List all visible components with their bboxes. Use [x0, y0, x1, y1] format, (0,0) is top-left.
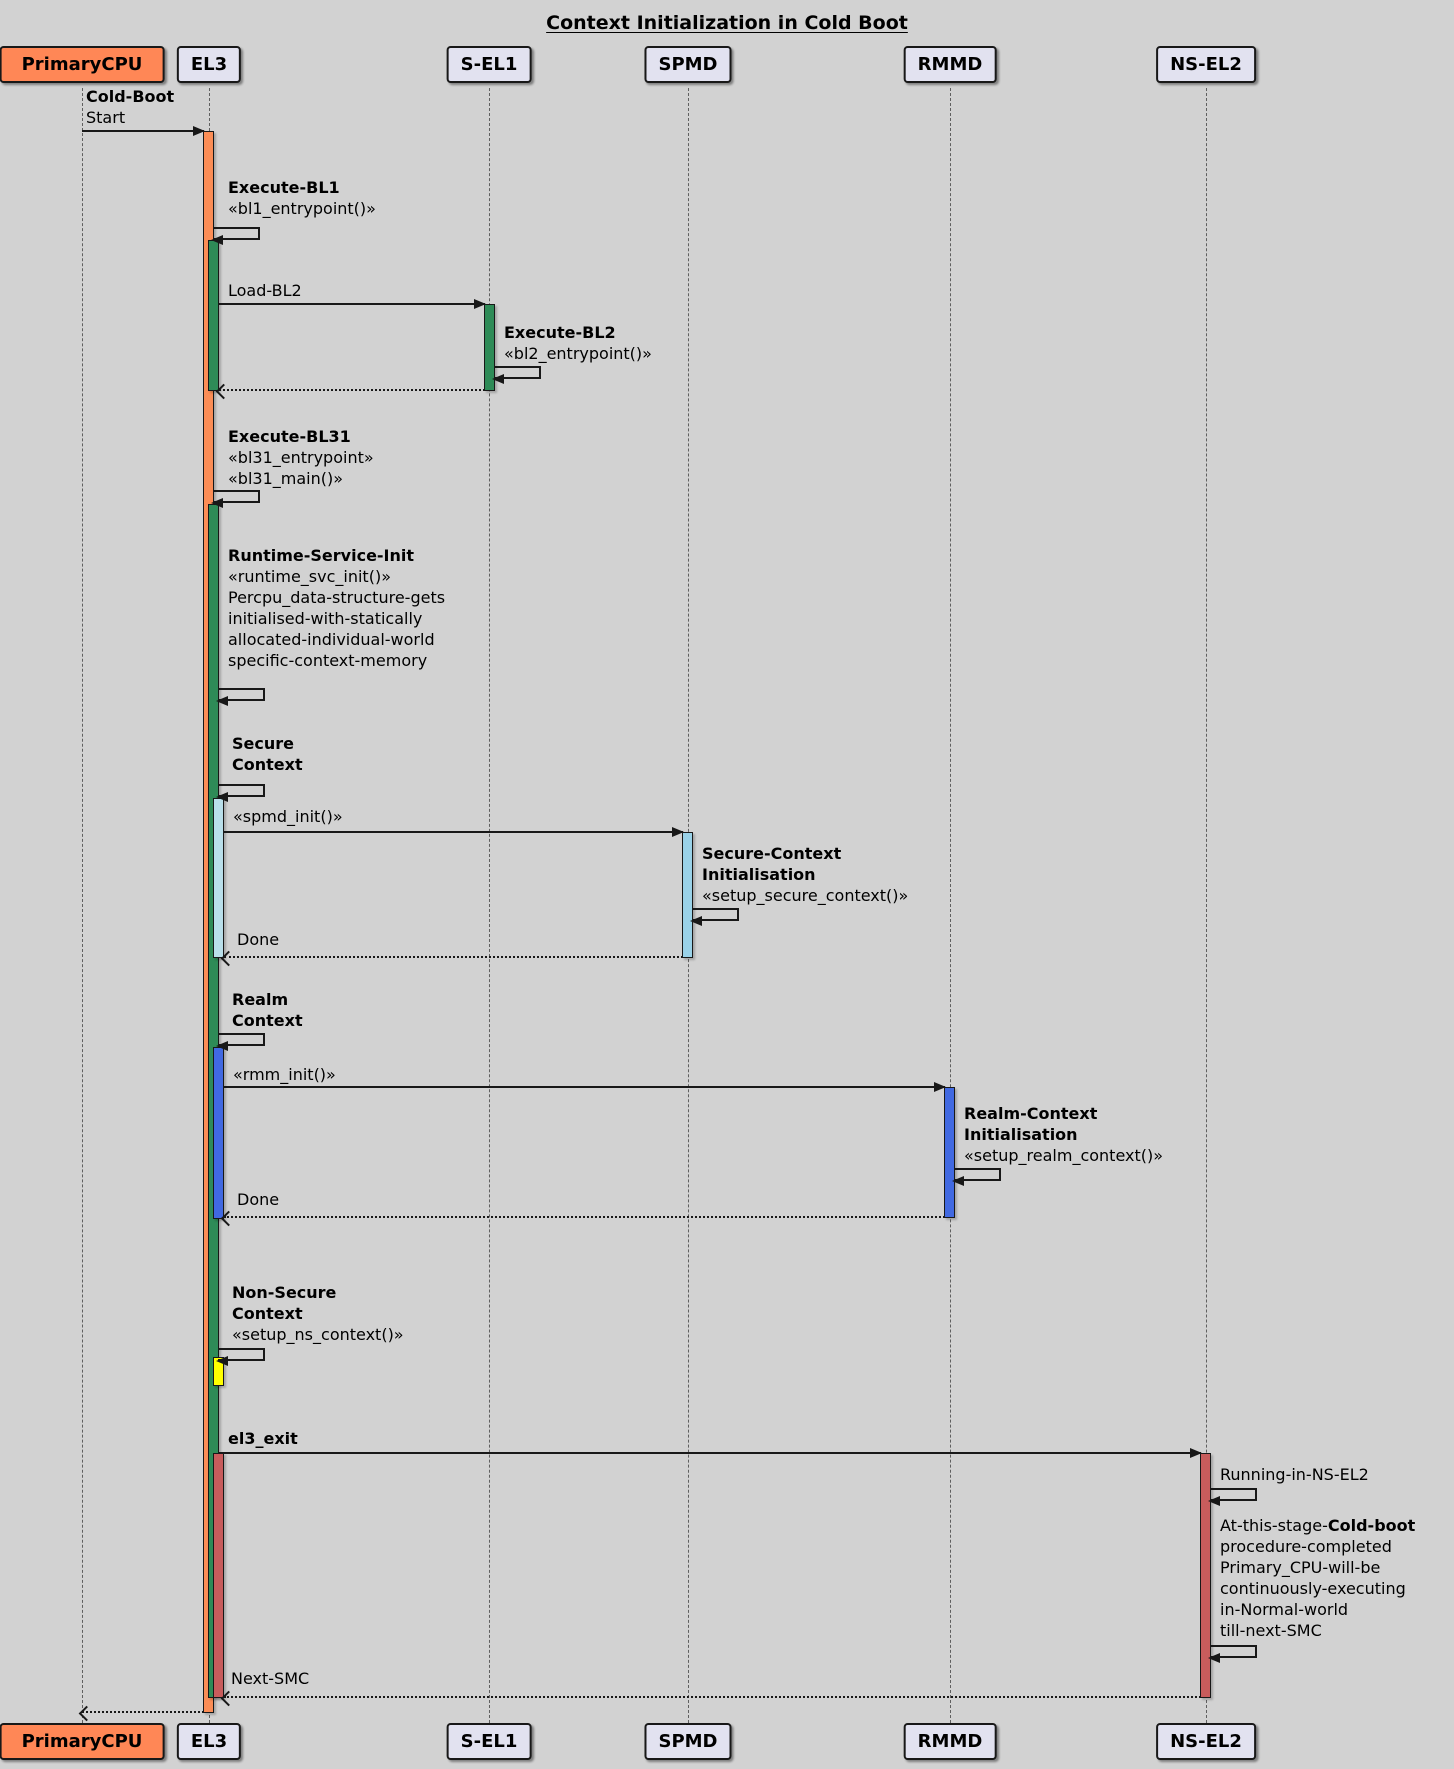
label-runtime-service-init: Runtime-Service-Init «runtime_svc_init()…: [228, 546, 446, 670]
arrow-cold-boot-start: [82, 126, 205, 136]
label-el3-exit: el3_exit: [228, 1429, 298, 1448]
label-spmd-init: «spmd_init()»: [233, 807, 343, 826]
label-secure-context-init: Secure-Context Initialisation «setup_sec…: [702, 844, 909, 905]
diagram-title: Context Initialization in Cold Boot: [546, 12, 908, 34]
selfcall-execute-bl31: [211, 490, 260, 508]
arrowhead-left-icon: [492, 374, 504, 384]
participant-bottom-sel1: S-EL1: [446, 1723, 532, 1760]
arrowhead-left-icon: [952, 1176, 964, 1186]
arrow-el3-exit: [219, 1448, 1202, 1458]
arrowhead-right-icon: [672, 827, 684, 837]
arrowhead-left-icon: [216, 1041, 228, 1051]
arrowhead-left-icon: [1208, 1653, 1220, 1663]
selfcall-runtime-service-init: [216, 688, 265, 706]
lifeline-nsel2: [1206, 88, 1207, 1723]
arrowhead-right-icon: [934, 1082, 946, 1092]
lifeline-rmmd: [950, 88, 951, 1723]
return-to-primarycpu: [78, 1705, 204, 1722]
label-done-realm: Done: [237, 1190, 280, 1209]
participant-top-rmmd: RMMD: [903, 46, 997, 83]
selfcall-realm-context-init: [952, 1168, 1001, 1186]
label-done-secure: Done: [237, 930, 280, 949]
return-done-secure: [220, 950, 683, 967]
selfcall-secure-context-init: [690, 908, 739, 926]
label-ns-context: Non-Secure Context «setup_ns_context()»: [232, 1283, 404, 1344]
arrowhead-left-icon: [211, 235, 223, 245]
participant-top-nsel2: NS-EL2: [1156, 46, 1256, 83]
return-next-smc: [220, 1690, 1201, 1707]
selfcall-ns-context: [216, 1348, 265, 1366]
participant-top-spmd: SPMD: [644, 46, 732, 83]
label-cold-boot-complete: At-this-stage-Cold-boot procedure-comple…: [1220, 1516, 1416, 1640]
activation-spmd: [682, 832, 693, 958]
selfcall-cold-boot-complete: [1208, 1645, 1257, 1663]
selfcall-execute-bl1: [211, 227, 260, 245]
arrowhead-left-icon: [690, 916, 702, 926]
label-running-ns-el2: Running-in-NS-EL2: [1220, 1465, 1369, 1484]
participant-bottom-spmd: SPMD: [644, 1723, 732, 1760]
participant-bottom-el3: EL3: [176, 1723, 242, 1760]
selfcall-running-ns-el2: [1208, 1488, 1257, 1506]
return-bl2-to-el3: [215, 383, 485, 400]
participant-top-el3: EL3: [176, 46, 242, 83]
arrowhead-right-icon: [1190, 1448, 1202, 1458]
activation-el3-ns-run: [213, 1453, 224, 1698]
lifeline-primarycpu: [82, 88, 83, 1723]
selfcall-execute-bl2: [492, 366, 541, 384]
arrowhead-left-icon: [216, 792, 228, 802]
activation-rmmd: [944, 1087, 955, 1218]
arrowhead-right-icon: [193, 126, 205, 136]
arrow-rmm-init: [224, 1082, 946, 1092]
lifeline-sel1: [489, 88, 490, 1723]
participant-top-sel1: S-EL1: [446, 46, 532, 83]
label-rmm-init: «rmm_init()»: [233, 1065, 336, 1084]
arrowhead-left-icon: [211, 498, 223, 508]
activation-el3-realm-context: [213, 1047, 224, 1219]
participant-bottom-rmmd: RMMD: [903, 1723, 997, 1760]
return-done-realm: [220, 1210, 945, 1227]
label-execute-bl31: Execute-BL31 «bl31_entrypoint» «bl31_mai…: [228, 427, 374, 488]
label-realm-context-init: Realm-Context Initialisation «setup_real…: [964, 1104, 1164, 1165]
label-execute-bl2: Execute-BL2 «bl2_entrypoint()»: [504, 323, 652, 363]
arrowhead-left-icon: [1208, 1496, 1220, 1506]
arrowhead-left-icon: [216, 1356, 228, 1366]
label-execute-bl1: Execute-BL1 «bl1_entrypoint()»: [228, 178, 376, 218]
label-realm-context: Realm Context: [232, 990, 303, 1030]
participant-bottom-primarycpu: PrimaryCPU: [0, 1723, 165, 1760]
label-next-smc: Next-SMC: [231, 1669, 310, 1688]
label-load-bl2: Load-BL2: [228, 281, 302, 300]
selfcall-realm-context: [216, 1033, 265, 1051]
participant-bottom-nsel2: NS-EL2: [1156, 1723, 1256, 1760]
participant-top-primarycpu: PrimaryCPU: [0, 46, 165, 83]
arrowhead-right-icon: [474, 299, 486, 309]
arrowhead-left-icon: [216, 696, 228, 706]
activation-sel1-bl2: [484, 304, 495, 391]
label-cold-boot-start: Cold-Boot Start: [86, 87, 175, 127]
arrow-load-bl2: [219, 299, 486, 309]
arrow-spmd-init: [224, 827, 684, 837]
activation-el3-secure-context: [213, 798, 224, 958]
activation-el3-bl1-bl2: [208, 240, 219, 391]
label-secure-context: Secure Context: [232, 734, 303, 774]
activation-nsel2: [1200, 1453, 1211, 1698]
selfcall-secure-context: [216, 784, 265, 802]
